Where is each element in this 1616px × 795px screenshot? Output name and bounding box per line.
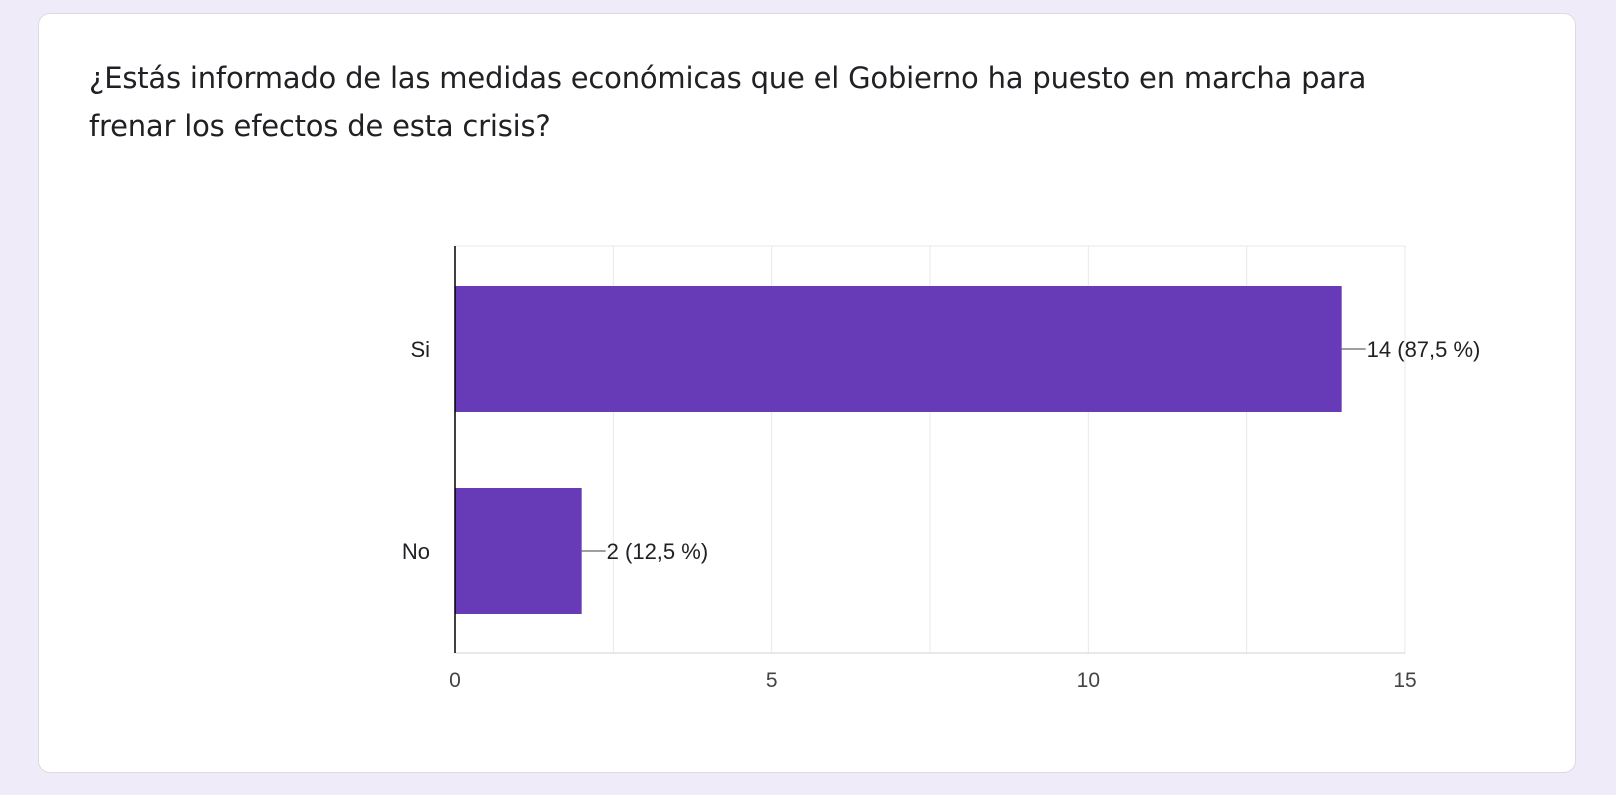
category-label-si: Si [410, 337, 430, 362]
bar-no [455, 488, 582, 614]
data-label-si: 14 (87,5 %) [1367, 337, 1481, 362]
x-tick-labels: 0 5 10 15 [449, 669, 1417, 692]
x-tick-label-0: 0 [449, 669, 461, 692]
chart-bars [455, 286, 1342, 614]
x-tick-label-15: 15 [1393, 669, 1416, 692]
category-label-no: No [402, 539, 430, 564]
question-title: ¿Estás informado de las medidas económic… [89, 61, 1367, 143]
data-label-no: 2 (12,5 %) [607, 539, 709, 564]
bar-si [455, 286, 1342, 412]
x-tick-label-10: 10 [1077, 669, 1100, 692]
x-tick-label-5: 5 [766, 669, 778, 692]
data-labels: 14 (87,5 %) 2 (12,5 %) [581, 337, 1481, 564]
category-labels: Si No [402, 337, 430, 564]
